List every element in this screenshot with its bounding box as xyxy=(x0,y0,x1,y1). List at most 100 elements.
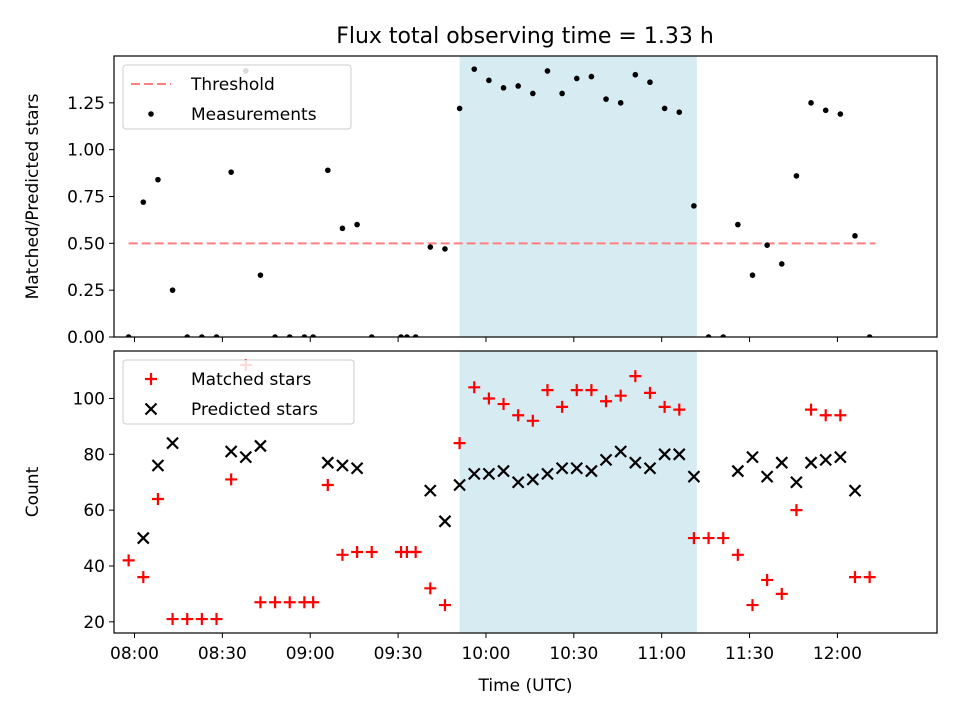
legend-label: Matched stars xyxy=(191,370,311,390)
measurement-point xyxy=(676,109,683,115)
measurement-point xyxy=(500,85,507,91)
predicted-stars-point xyxy=(424,484,437,497)
predicted-stars-point xyxy=(848,484,862,497)
observing-window-shading xyxy=(459,56,697,337)
measurement-point xyxy=(339,225,346,232)
y-tick-label: 40 xyxy=(83,557,105,577)
measurement-point xyxy=(213,334,220,337)
matched-stars-point xyxy=(687,532,700,545)
legend: Threshold Measurements xyxy=(122,64,352,130)
measurement-point xyxy=(471,66,478,72)
matched-stars-point xyxy=(673,403,686,416)
predicted-stars-point xyxy=(629,456,642,469)
predicted-stars-point xyxy=(804,456,818,469)
predicted-stars-point xyxy=(599,453,613,467)
plot-area xyxy=(122,351,876,633)
matched-stars-point xyxy=(658,400,671,413)
measurement-point xyxy=(530,90,536,97)
measurement-point xyxy=(301,334,308,337)
matched-stars-point xyxy=(195,613,208,626)
predicted-stars-point xyxy=(614,445,627,458)
measurement-point xyxy=(647,79,653,86)
measurement-point xyxy=(852,233,858,239)
measurement-point xyxy=(822,107,829,114)
matched-stars-point xyxy=(336,548,349,561)
predicted-stars-point xyxy=(834,450,847,464)
predicted-stars-point xyxy=(760,470,774,483)
matched-stars-point xyxy=(541,384,554,397)
matched-stars-point xyxy=(819,409,832,422)
predicted-stars-point xyxy=(819,453,832,467)
measurement-point xyxy=(427,244,434,250)
x-tick-label: 11:00 xyxy=(637,644,686,664)
matched-stars-point xyxy=(512,409,525,422)
predicted-stars-point xyxy=(350,461,364,475)
measurement-point xyxy=(486,77,492,84)
predicted-stars-point xyxy=(687,470,701,483)
series-measurements xyxy=(125,66,873,337)
x-tick-label: 09:30 xyxy=(374,644,423,664)
x-tick-label: 10:30 xyxy=(549,644,598,664)
measurement-point xyxy=(155,176,161,183)
plot-area xyxy=(125,56,876,337)
measurement-point xyxy=(778,261,785,267)
x-tick-label: 11:30 xyxy=(725,644,774,664)
matched-stars-point xyxy=(225,473,238,486)
matched-stars-point xyxy=(585,384,598,397)
predicted-stars-point xyxy=(467,467,481,481)
x-tick-label: 10:00 xyxy=(461,644,510,664)
matched-stars-point xyxy=(283,596,296,609)
predicted-stars-point xyxy=(224,445,238,458)
matched-stars-point xyxy=(761,573,774,586)
y-axis-label: Count xyxy=(23,466,43,517)
predicted-stars-point xyxy=(570,461,584,475)
observing-window-shading xyxy=(459,351,697,633)
matched-stars-point xyxy=(453,437,466,450)
measurement-point xyxy=(588,73,595,80)
measurement-point xyxy=(325,167,331,174)
bottom-chart: 20 40 60 80 100 08:00 08:30 09:00 09:30 10:00 10:3… xyxy=(23,350,938,696)
series-predicted-stars xyxy=(137,436,862,545)
matched-stars-point xyxy=(151,492,164,505)
y-tick-label: 20 xyxy=(83,613,105,633)
predicted-stars-point xyxy=(166,436,179,450)
matched-stars-point xyxy=(166,613,179,626)
matched-stars-point xyxy=(497,398,510,411)
matched-stars-point xyxy=(600,395,613,408)
measurement-point xyxy=(749,272,756,278)
measurement-point xyxy=(228,169,234,175)
measurement-point xyxy=(808,100,814,106)
matched-stars-point xyxy=(834,409,847,422)
predicted-stars-point xyxy=(746,450,759,464)
measurement-point xyxy=(793,173,800,179)
x-tick-label: 08:30 xyxy=(198,644,247,664)
measurement-point xyxy=(412,334,419,337)
matched-stars-point xyxy=(629,370,642,383)
matched-stars-point xyxy=(137,571,150,584)
y-tick-label: 0.25 xyxy=(67,281,105,301)
predicted-stars-point xyxy=(239,450,253,464)
measurement-point xyxy=(705,334,712,337)
matched-stars-point xyxy=(409,546,422,559)
legend-label: Predicted stars xyxy=(191,400,318,420)
y-tick-label: 1.00 xyxy=(67,141,105,161)
predicted-stars-point xyxy=(555,461,569,475)
predicted-stars-point xyxy=(453,478,466,492)
predicted-stars-point xyxy=(336,459,349,472)
matched-stars-point xyxy=(526,414,539,427)
series-matched-stars xyxy=(122,358,876,626)
legend-box xyxy=(122,64,352,130)
matched-stars-point xyxy=(482,392,495,405)
matched-stars-point xyxy=(122,554,135,567)
matched-stars-point xyxy=(702,532,715,545)
measurement-point xyxy=(691,203,697,209)
top-chart-title: Flux total observing time = 1.33 h xyxy=(336,24,714,49)
matched-stars-point xyxy=(790,504,803,517)
predicted-stars-point xyxy=(541,467,554,481)
measurement-point xyxy=(573,75,580,82)
measurement-point xyxy=(515,83,521,89)
predicted-stars-point xyxy=(731,464,745,478)
matched-stars-point xyxy=(269,596,282,609)
matched-stars-point xyxy=(863,571,876,584)
